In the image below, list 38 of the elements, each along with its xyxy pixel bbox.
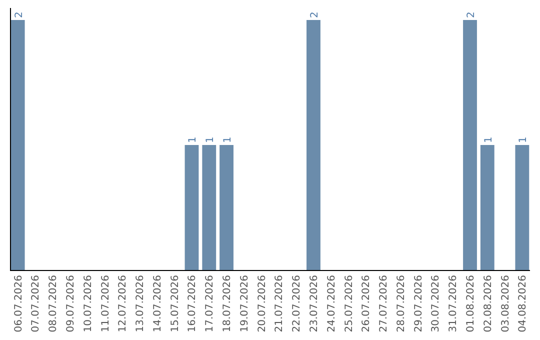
data-label: 1 xyxy=(483,136,494,143)
x-tick-label: 15.07.2026 xyxy=(170,275,181,332)
data-label: 1 xyxy=(222,136,234,143)
x-tick-label: 25.07.2026 xyxy=(344,275,355,332)
x-tick-label: 16.07.2026 xyxy=(187,275,198,332)
x-tick-label: 06.07.2026 xyxy=(13,275,24,332)
x-tick-label: 17.07.2026 xyxy=(204,275,216,332)
x-tick-label: 03.08.2026 xyxy=(500,275,512,332)
x-tick-label: 09.07.2026 xyxy=(66,275,76,332)
x-tick-label: 18.07.2026 xyxy=(222,275,234,332)
data-label: 2 xyxy=(309,12,320,18)
x-tick-label: 13.07.2026 xyxy=(135,275,146,332)
data-label: 1 xyxy=(205,136,216,143)
x-tick-label: 20.07.2026 xyxy=(256,275,268,332)
x-tick-label: 30.07.2026 xyxy=(430,275,442,332)
x-tick-label: 23.07.2026 xyxy=(308,275,320,332)
data-label: 1 xyxy=(518,136,530,143)
x-tick-label: 26.07.2026 xyxy=(361,275,372,332)
x-tick-label: 27.07.2026 xyxy=(378,275,390,332)
data-label: 1 xyxy=(188,136,199,143)
x-tick-label: 14.07.2026 xyxy=(152,275,164,332)
x-tick-label: 12.07.2026 xyxy=(118,275,129,332)
x-tick-label: 19.07.2026 xyxy=(239,275,250,332)
data-label: 2 xyxy=(14,12,25,18)
x-tick-label: 21.07.2026 xyxy=(274,275,286,332)
x-tick-label: 24.07.2026 xyxy=(326,275,338,332)
x-tick-label: 10.07.2026 xyxy=(82,275,94,332)
x-tick-label: 02.08.2026 xyxy=(482,275,494,332)
x-tick-label: 11.07.2026 xyxy=(100,275,112,332)
x-tick-label: 28.07.2026 xyxy=(396,275,407,332)
x-tick-label: 08.07.2026 xyxy=(48,275,60,332)
x-tick-label: 29.07.2026 xyxy=(413,275,424,332)
x-tick-label: 04.08.2026 xyxy=(518,275,529,332)
x-tick-label: 01.08.2026 xyxy=(466,275,476,332)
x-tick-label: 07.07.2026 xyxy=(30,275,42,332)
data-label: 2 xyxy=(466,12,477,18)
x-tick-label: 22.07.2026 xyxy=(292,275,303,332)
x-tick-label: 31.07.2026 xyxy=(448,275,460,332)
